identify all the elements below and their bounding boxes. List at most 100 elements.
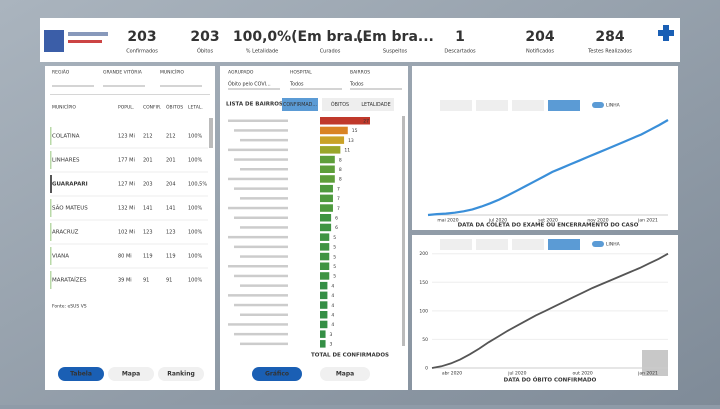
x-tick-label: mai 2020 [437, 218, 458, 224]
bar [320, 126, 348, 135]
toggle-label: LINHA [606, 242, 621, 248]
y-tick-label: 50 [422, 337, 428, 343]
kpi-label: Notificados [526, 49, 554, 55]
cell: 132 Mi [118, 206, 135, 212]
column-header: LETAL. [188, 105, 203, 111]
bar [320, 146, 341, 154]
bar-value: 7 [337, 186, 340, 192]
x-tick-label: abr 2020 [442, 371, 462, 377]
bar-value: 7 [337, 196, 340, 202]
view-button[interactable] [320, 367, 370, 381]
period-button[interactable] [512, 100, 544, 111]
line [431, 252, 669, 369]
bar [320, 330, 326, 338]
bar [320, 281, 328, 290]
cell: 100% [188, 278, 203, 284]
list-footer: TOTAL DE CONFIRMADOS [311, 353, 389, 359]
bar-value: 3 [330, 332, 333, 338]
tab[interactable] [322, 98, 358, 111]
bar-value: 4 [331, 283, 334, 289]
period-button[interactable] [512, 239, 544, 250]
x-tick-label: jul 2020 [507, 371, 526, 377]
x-tick-label: out 2020 [573, 371, 593, 377]
period-button[interactable] [548, 239, 580, 250]
kpi-label: % Letalidade [246, 49, 278, 55]
bar-value: 3 [330, 342, 333, 348]
neighborhood-name [228, 323, 288, 326]
kpi-value: 284 [595, 29, 624, 45]
bar-value: 5 [333, 245, 336, 251]
neighborhood-name [228, 235, 288, 239]
cell: SÃO MATEUS [52, 205, 88, 212]
bar-value: 13 [348, 138, 354, 144]
cell: 102 Mi [118, 230, 135, 236]
scroll-top-button[interactable] [642, 350, 668, 376]
view-button[interactable] [252, 367, 302, 381]
kpi-label: Descartados [444, 49, 476, 55]
period-button[interactable] [440, 100, 472, 111]
tab-label: ÓBITOS [331, 101, 349, 108]
bar [320, 272, 330, 280]
cell: 141 [143, 206, 153, 212]
bar [320, 136, 345, 144]
bar-value: 6 [335, 216, 338, 222]
cell: 91 [166, 278, 172, 284]
bar [320, 175, 335, 183]
period-button[interactable] [476, 100, 508, 111]
neighborhood-name [234, 274, 288, 278]
tab-label: LETALIDADE [361, 102, 390, 108]
tab-label: CONFIRMAD... [283, 102, 317, 108]
left-panel [45, 66, 215, 390]
neighborhood-name [228, 294, 288, 297]
period-button[interactable] [440, 239, 472, 250]
cell: 119 [166, 254, 176, 260]
bar-value: 8 [339, 157, 342, 163]
bar [320, 301, 328, 309]
cell: GUARAPARI [52, 182, 88, 188]
cell: 123 Mi [118, 134, 135, 140]
logo [44, 30, 64, 52]
bar-value: 7 [337, 206, 340, 212]
filter-label: AGRUPADO [228, 70, 254, 76]
cell: 100% [188, 206, 203, 212]
cell: 39 Mi [118, 278, 132, 284]
toggle[interactable] [592, 241, 604, 247]
bar-value: 15 [352, 128, 358, 134]
row-marker [50, 199, 52, 217]
bar-value: 5 [333, 274, 336, 280]
bar-value: 8 [339, 177, 342, 183]
period-button[interactable] [476, 239, 508, 250]
tab[interactable] [358, 98, 394, 111]
chart-panel [412, 66, 678, 230]
neighborhood-name [240, 138, 288, 142]
bar [320, 340, 326, 348]
x-tick-label: jan 2021 [637, 218, 658, 224]
toggle[interactable] [592, 102, 604, 108]
neighborhood-name [234, 216, 288, 219]
button-label: Mapa [336, 371, 354, 378]
kpi-label: Testes Realizados [587, 49, 632, 55]
bar [320, 320, 328, 329]
kpi-label: Curados [320, 49, 341, 55]
view-button[interactable] [58, 367, 104, 381]
neighborhood-name [228, 119, 288, 122]
view-button[interactable] [158, 367, 204, 381]
list-title: LISTA DE BAIRROS [226, 102, 283, 108]
neighborhood-name [228, 177, 288, 181]
view-button[interactable] [108, 367, 154, 381]
neighborhood-name [228, 206, 288, 210]
tab[interactable] [282, 98, 318, 111]
cell: 119 [143, 254, 153, 260]
row-marker [50, 247, 52, 265]
bar-value: 4 [331, 303, 334, 309]
bar [320, 223, 332, 232]
column-header: MUNICÍPIO [52, 104, 76, 111]
filter-label: GRANDE VITÓRIA [103, 69, 143, 76]
cell: COLATINA [52, 134, 80, 140]
neighborhood-name [240, 342, 288, 346]
period-button[interactable] [548, 100, 580, 111]
row-marker [50, 271, 52, 289]
cell: 123 [143, 230, 153, 236]
cell: 212 [166, 134, 176, 140]
filter-value: Todos [289, 82, 304, 88]
